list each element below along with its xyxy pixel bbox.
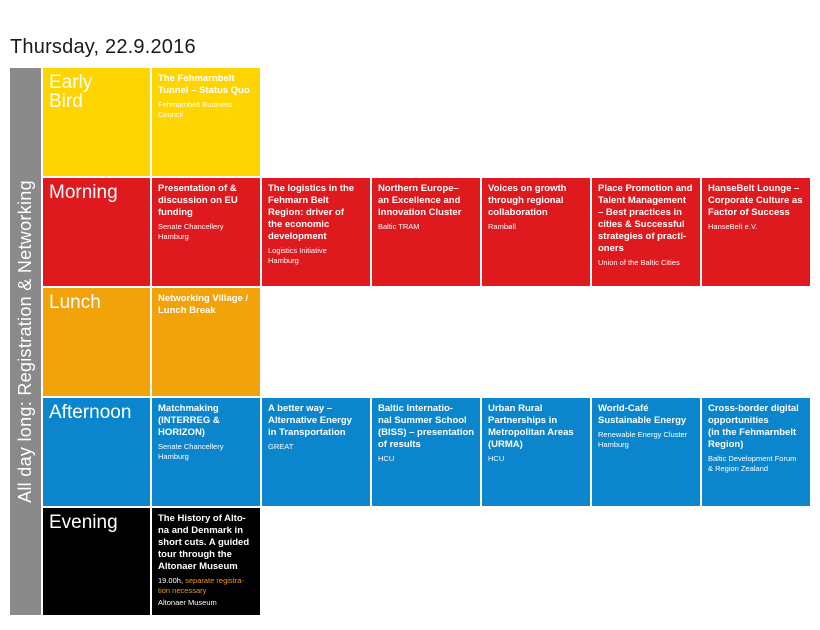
- session-card[interactable]: Baltic Internatio- nal Summer School (BI…: [372, 398, 480, 506]
- all-day-label: All day long: Registration & Networking: [15, 180, 36, 503]
- session-org: Senate Chancellery Hamburg: [158, 222, 224, 241]
- row-label-lunch: Lunch: [43, 288, 150, 396]
- session-org: Baltic Development Forum & Region Zealan…: [708, 454, 797, 473]
- row-label-afternoon: Afternoon: [43, 398, 150, 506]
- session-card[interactable]: World-Café Sustainable Energy Renewable …: [592, 398, 700, 506]
- session-time: 19.00h,: [158, 576, 184, 585]
- session-title: Urban Rural Partnerships in Metropolitan…: [488, 403, 574, 450]
- session-title: A better way – Alternative Energy in Tra…: [268, 403, 352, 438]
- session-org: Baltic TRAM: [378, 222, 420, 231]
- session-title: Networking Village / Lunch Break: [158, 293, 249, 316]
- row-label-early-bird: Early Bird: [43, 68, 150, 176]
- session-org: Altonaer Museum: [158, 598, 217, 607]
- session-title: HanseBelt Lounge – Corporate Culture as …: [708, 183, 803, 218]
- registration-note: separate registra- tion necessary: [158, 576, 244, 595]
- session-card[interactable]: Networking Village / Lunch Break: [152, 288, 260, 396]
- session-time-note: 19.00h, separate registra- tion necessar…: [158, 576, 255, 596]
- session-org: Union of the Baltic Cities: [598, 258, 680, 267]
- session-card[interactable]: Urban Rural Partnerships in Metropolitan…: [482, 398, 590, 506]
- session-title: Voices on growth through regional collab…: [488, 183, 567, 218]
- session-card[interactable]: Northern Europe– an Excellence and Innov…: [372, 178, 480, 286]
- page-title: Thursday, 22.9.2016: [10, 36, 196, 58]
- session-card[interactable]: The Fehmarnbelt Tunnel – Status Quo Fehm…: [152, 68, 260, 176]
- session-card[interactable]: Matchmaking (INTERREG & HORIZON) Senate …: [152, 398, 260, 506]
- session-title: Place Promotion and Talent Management – …: [598, 183, 693, 254]
- session-card[interactable]: The logistics in the Fehmarn Belt Region…: [262, 178, 370, 286]
- session-org: Logistics Initiative Hamburg: [268, 246, 327, 265]
- session-card[interactable]: Voices on growth through regional collab…: [482, 178, 590, 286]
- session-org: HanseBelt e.V.: [708, 222, 758, 231]
- session-org: Rambøll: [488, 222, 516, 231]
- session-title: Baltic Internatio- nal Summer School (BI…: [378, 403, 475, 450]
- session-card[interactable]: The History of Alto- na and Denmark in s…: [152, 508, 260, 615]
- session-title: The logistics in the Fehmarn Belt Region…: [268, 183, 355, 242]
- session-title: The Fehmarnbelt Tunnel – Status Quo: [158, 73, 250, 96]
- row-label-evening: Evening: [43, 508, 150, 615]
- session-org: HCU: [488, 454, 505, 463]
- session-card[interactable]: Place Promotion and Talent Management – …: [592, 178, 700, 286]
- session-org: Fehmarnbelt Business Council: [158, 100, 233, 119]
- session-title: Northern Europe– an Excellence and Innov…: [378, 183, 462, 218]
- session-title: The History of Alto- na and Denmark in s…: [158, 513, 250, 572]
- session-title: Cross-border digital opportunities (in t…: [708, 403, 799, 450]
- session-title: World-Café Sustainable Energy: [598, 403, 687, 426]
- session-card[interactable]: A better way – Alternative Energy in Tra…: [262, 398, 370, 506]
- session-title: Matchmaking (INTERREG & HORIZON): [158, 403, 220, 438]
- row-label-morning: Morning: [43, 178, 150, 286]
- session-org: GREAT: [268, 442, 294, 451]
- session-org: Renewable Energy Cluster Hamburg: [598, 430, 688, 449]
- session-card[interactable]: HanseBelt Lounge – Corporate Culture as …: [702, 178, 810, 286]
- session-org: HCU: [378, 454, 395, 463]
- session-title: Presentation of & discussion on EU fundi…: [158, 183, 238, 218]
- session-org: Senate Chancellery Hamburg: [158, 442, 224, 461]
- session-card[interactable]: Cross-border digital opportunities (in t…: [702, 398, 810, 506]
- all-day-sidebar: All day long: Registration & Networking: [10, 68, 41, 615]
- session-card[interactable]: Presentation of & discussion on EU fundi…: [152, 178, 260, 286]
